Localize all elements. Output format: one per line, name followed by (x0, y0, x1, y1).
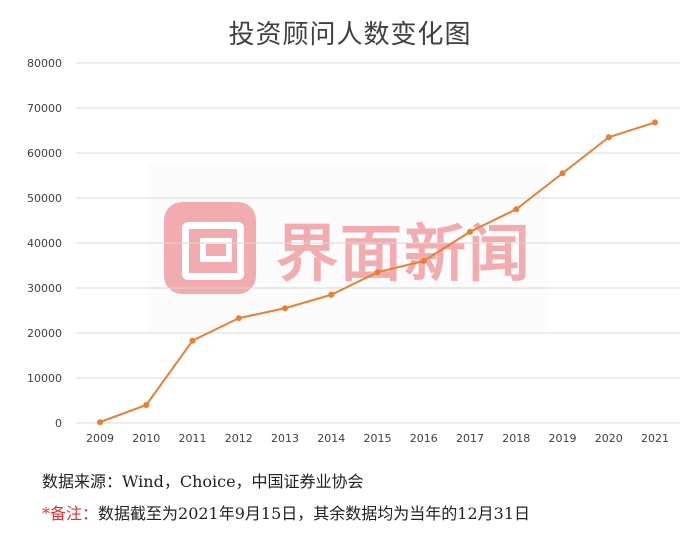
x-tick-label: 2011 (179, 432, 207, 445)
x-axis-tick-labels: 2009 2010 2011 2012 2013 2014 2015 2016 2017 2018… (86, 432, 669, 445)
chart-title: 投资顾问人数变化图 (228, 20, 472, 50)
x-tick-label: 2017 (456, 432, 484, 445)
data-point-2019 (559, 170, 566, 177)
data-point-2013 (282, 305, 288, 312)
x-tick-label: 2013 (271, 432, 299, 445)
line-chart: 0 10000 20000 30000 40000 50000 60000 70000 8000… (27, 57, 680, 445)
x-tick-label: 2016 (410, 432, 438, 445)
x-tick-label: 2021 (641, 432, 669, 445)
y-axis-tick-labels: 0 10000 20000 30000 40000 50000 60000 70000 8000… (27, 57, 62, 430)
x-tick-label: 2020 (595, 432, 623, 445)
data-point-2018 (513, 206, 520, 213)
x-tick-label: 2019 (549, 432, 577, 445)
watermark-text: 界面新闻 (276, 217, 533, 290)
jiemian-logo-icon (164, 202, 256, 294)
remark-text: 数据截至为2021年9月15日，其余数据均为当年的12月31日 (98, 504, 530, 523)
y-tick-label: 20000 (27, 327, 62, 340)
x-tick-label: 2009 (86, 432, 114, 445)
data-point-2012 (235, 315, 242, 322)
y-tick-label: 50000 (27, 192, 62, 205)
grid-lines (76, 62, 680, 424)
x-tick-label: 2014 (317, 432, 345, 445)
data-point-2020 (605, 134, 612, 141)
x-tick-label: 2018 (502, 432, 530, 445)
x-tick-label: 2015 (364, 432, 392, 445)
watermark: 界面新闻 (148, 165, 548, 331)
data-point-2009 (97, 419, 103, 426)
y-tick-label: 80000 (27, 57, 62, 70)
y-tick-label: 0 (55, 417, 62, 430)
remark-note: *备注：数据截至为2021年9月15日，其余数据均为当年的12月31日 (42, 500, 530, 524)
data-point-2010 (143, 402, 150, 408)
y-tick-label: 10000 (27, 372, 62, 385)
data-point-2015 (374, 269, 381, 276)
x-tick-label: 2012 (225, 432, 253, 445)
y-tick-label: 30000 (27, 282, 62, 295)
y-tick-label: 60000 (27, 147, 62, 160)
data-point-2016 (420, 258, 427, 264)
data-point-2011 (189, 337, 196, 344)
y-tick-label: 70000 (27, 102, 62, 115)
data-point-2021 (652, 119, 658, 126)
series-group (97, 119, 658, 426)
y-tick-label: 40000 (27, 237, 62, 250)
data-point-2017 (467, 228, 473, 235)
x-tick-label: 2010 (132, 432, 160, 445)
remark-label: *备注： (42, 504, 99, 523)
data-point-2014 (328, 291, 335, 298)
source-note: 数据来源：Wind，Choice，中国证券业协会 (42, 472, 364, 491)
